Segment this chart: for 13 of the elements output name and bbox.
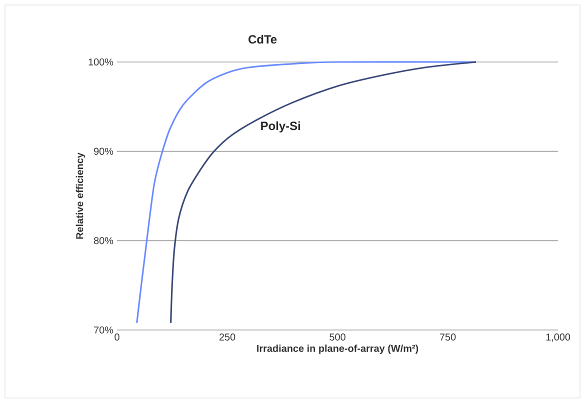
x-tick-label: 750 [440,334,456,341]
series-label: Poly-Si [261,121,300,133]
y-tick-label: 90% [94,148,114,155]
x-tick-label: 250 [219,334,236,341]
x-tick-label: 500 [330,334,346,341]
y-tick-label: 80% [94,237,114,244]
series-label: CdTe [248,34,277,44]
x-tick-label: 1,000 [546,334,570,342]
y-tick-label: 70% [94,326,114,334]
y-tick-label: 100% [88,58,114,66]
y-axis-title: Relative efficiency [76,152,86,239]
x-axis-title: Irradiance in plane-of-array (W/m²) [257,344,418,354]
x-tick-label: 0 [114,334,120,341]
